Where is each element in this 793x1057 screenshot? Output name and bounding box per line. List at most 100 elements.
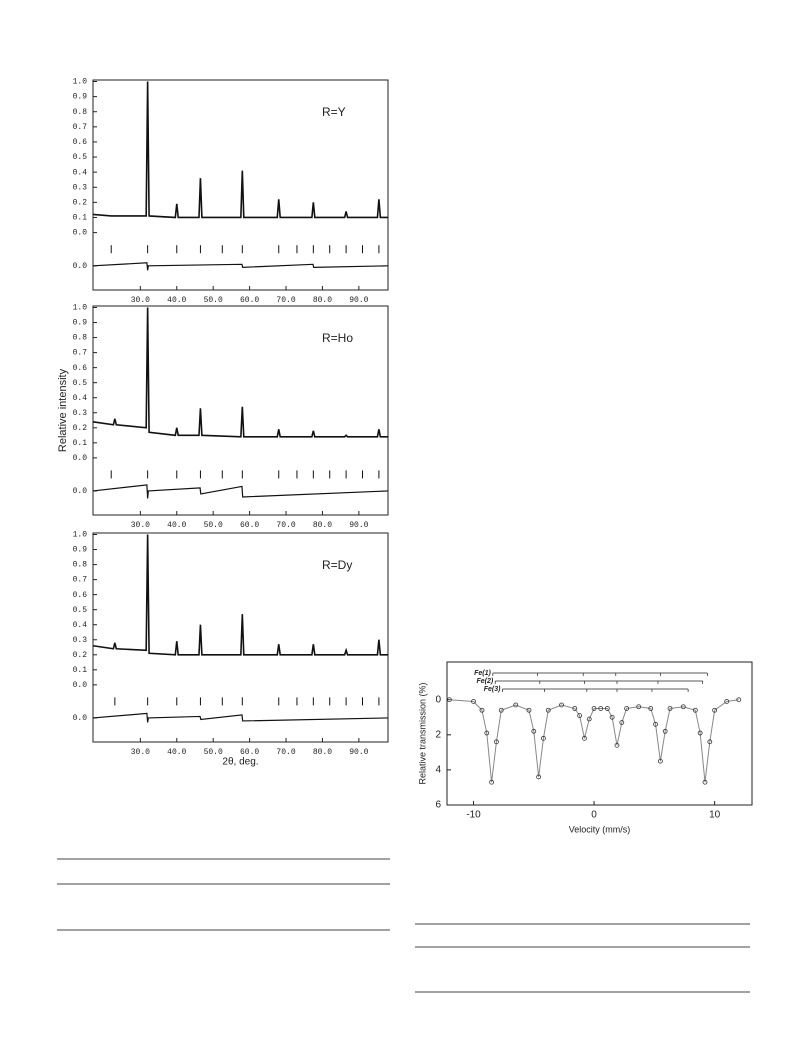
y-tick-label: 0.8 <box>73 108 88 117</box>
x-tick-label: 50.0 <box>204 296 223 305</box>
data-point <box>577 713 583 718</box>
x-axis-label: Velocity (mm/s) <box>569 824 631 834</box>
y-tick-label: 0.0 <box>73 454 88 463</box>
x-tick-label: 30.0 <box>131 748 150 757</box>
x-tick-label: 70.0 <box>276 521 295 530</box>
difference-line <box>92 712 389 723</box>
difference-line <box>92 262 389 271</box>
x-tick-label: 90.0 <box>349 521 368 530</box>
data-point <box>489 779 495 785</box>
data-point <box>667 706 673 711</box>
x-tick-label: 70.0 <box>276 748 295 757</box>
data-point <box>636 704 642 710</box>
y-tick-label: 0.9 <box>73 319 88 328</box>
y-tick-label: 0.3 <box>73 409 88 418</box>
y-tick-label: 0.7 <box>73 576 88 585</box>
data-point <box>598 706 604 711</box>
data-point <box>707 739 713 745</box>
y-tick-label: 0.3 <box>73 636 88 645</box>
y-tick-label: 0.9 <box>73 93 88 102</box>
data-point <box>545 707 551 713</box>
x-tick-label: 30.0 <box>131 521 150 530</box>
panel-label: R=Ho <box>322 331 353 345</box>
data-point <box>624 706 630 711</box>
data-point <box>736 697 742 703</box>
plot-frame <box>92 79 389 291</box>
y-tick-label: 0.2 <box>73 198 88 207</box>
y-tick-label: 0.1 <box>73 666 88 675</box>
x-tick-label: 70.0 <box>276 296 295 305</box>
y-axis-label: Relative transmission (%) <box>417 682 427 784</box>
y-tick-label: 0.4 <box>73 621 88 630</box>
x-tick-label: 40.0 <box>167 748 186 757</box>
component-label: Fe(3) <box>484 686 501 693</box>
data-point <box>494 739 499 745</box>
x-tick-label: 60.0 <box>240 748 259 757</box>
pattern-line <box>92 534 388 656</box>
data-point <box>447 697 452 703</box>
data-point <box>712 707 718 713</box>
data-point <box>653 721 658 727</box>
y-tick-label: 0.1 <box>73 214 88 223</box>
y-tick-label: 0.0 <box>73 714 88 723</box>
data-point <box>471 699 476 704</box>
data-point <box>680 704 686 710</box>
plot-frame <box>446 661 753 806</box>
pattern-line <box>92 307 388 438</box>
y-tick-label: 0.6 <box>73 138 88 147</box>
x-tick-label: 80.0 <box>313 748 332 757</box>
difference-line <box>92 484 389 499</box>
data-point <box>724 699 730 704</box>
y-tick-label: 0.3 <box>73 183 88 192</box>
data-point <box>648 706 654 711</box>
data-point <box>657 758 663 764</box>
x-tick-label: 50.0 <box>204 521 223 530</box>
data-point <box>614 742 620 748</box>
panel-label: R=Y <box>322 105 346 119</box>
x-tick-label: 50.0 <box>204 748 223 757</box>
data-point <box>619 720 625 725</box>
data-point <box>662 728 668 734</box>
x-tick-label: 10 <box>709 810 721 821</box>
data-point <box>541 735 546 741</box>
y-tick-label: 0.9 <box>73 546 88 555</box>
y-tick-label: 1.0 <box>73 78 88 87</box>
y-tick-label: 0.0 <box>73 262 88 271</box>
data-point <box>604 706 610 711</box>
data-point <box>582 735 587 741</box>
data-point <box>697 730 703 736</box>
x-tick-label: 0 <box>591 810 597 821</box>
y-tick-label: 0.2 <box>73 424 88 433</box>
y-tick-label: 0.6 <box>73 591 88 600</box>
data-point <box>559 702 564 708</box>
y-tick-label: 1.0 <box>73 304 88 313</box>
x-tick-label: 60.0 <box>240 296 259 305</box>
panel-label: R=Dy <box>322 558 352 572</box>
y-tick-label: 6 <box>435 800 441 811</box>
x-tick-label: 40.0 <box>167 296 186 305</box>
data-point <box>591 706 597 711</box>
y-tick-label: 4 <box>435 765 441 776</box>
y-tick-label: 0.1 <box>73 439 88 448</box>
x-tick-label: 80.0 <box>313 296 332 305</box>
pattern-line <box>92 81 388 219</box>
y-axis-label: Relative intensity <box>57 368 69 452</box>
y-tick-label: 0.7 <box>73 349 88 358</box>
data-point <box>536 774 542 780</box>
data-point <box>702 779 708 785</box>
x-axis-label: 2θ, deg. <box>222 757 258 768</box>
y-tick-label: 0.2 <box>73 651 88 660</box>
y-tick-label: 0.6 <box>73 364 88 373</box>
data-point <box>479 707 485 713</box>
x-tick-label: -10 <box>466 810 481 821</box>
y-tick-label: 0.5 <box>73 153 88 162</box>
y-tick-label: 2 <box>435 729 441 740</box>
y-tick-label: 0.0 <box>73 229 88 238</box>
component-label: Fe(2) <box>476 678 493 685</box>
x-tick-label: 40.0 <box>167 521 186 530</box>
data-point <box>531 728 537 734</box>
x-tick-label: 90.0 <box>349 296 368 305</box>
y-tick-label: 0.5 <box>73 379 88 388</box>
y-tick-label: 0.7 <box>73 123 88 132</box>
